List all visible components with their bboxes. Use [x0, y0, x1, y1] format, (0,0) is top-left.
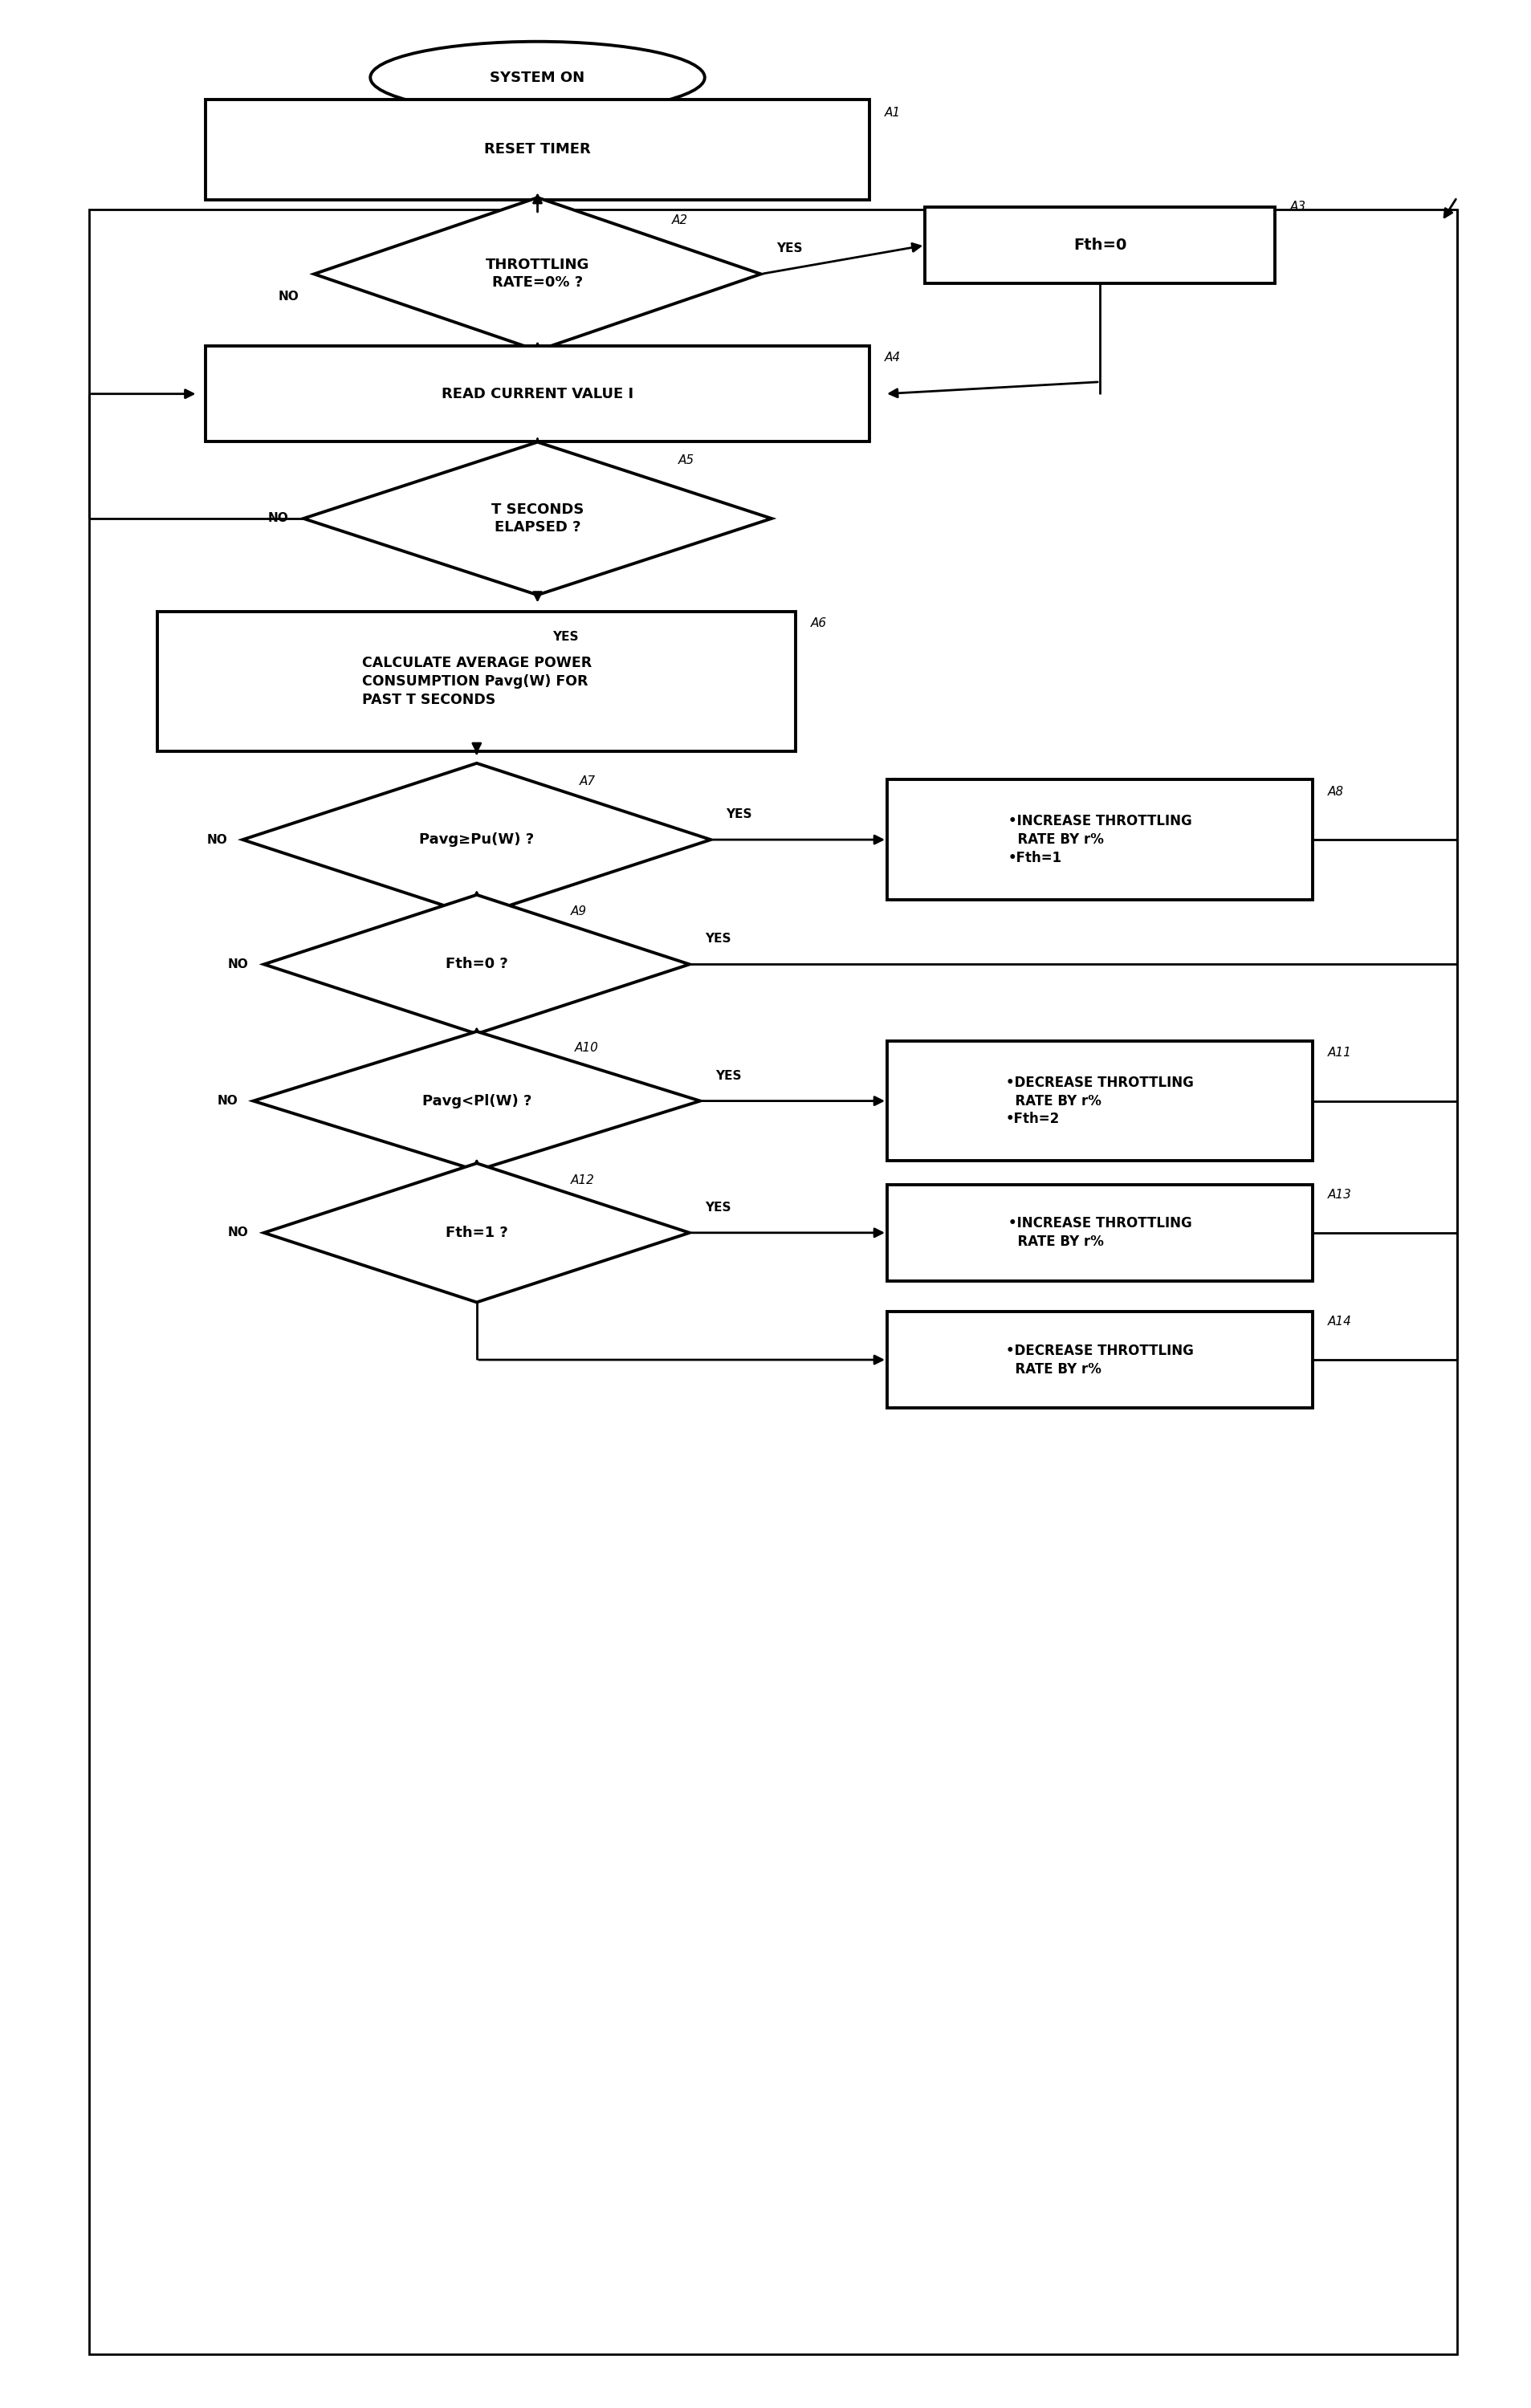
Text: A7: A7: [580, 775, 596, 787]
FancyBboxPatch shape: [886, 1312, 1312, 1409]
Text: READ CURRENT VALUE I: READ CURRENT VALUE I: [441, 388, 634, 402]
Text: YES: YES: [776, 243, 802, 255]
Text: A14: A14: [1327, 1315, 1352, 1327]
Text: Fth=1 ?: Fth=1 ?: [446, 1226, 508, 1240]
Text: NO: NO: [207, 833, 228, 845]
Text: Pavg≥Pu(W) ?: Pavg≥Pu(W) ?: [419, 833, 534, 848]
Polygon shape: [303, 443, 772, 595]
Text: T SECONDS
ELAPSED ?: T SECONDS ELAPSED ?: [491, 503, 583, 535]
Text: YES: YES: [726, 809, 752, 821]
Polygon shape: [263, 1163, 689, 1303]
FancyBboxPatch shape: [925, 207, 1275, 284]
Text: A4: A4: [885, 352, 900, 364]
Text: Pavg<Pl(W) ?: Pavg<Pl(W) ?: [423, 1093, 531, 1108]
Text: CALCULATE AVERAGE POWER
CONSUMPTION Pavg(W) FOR
PAST T SECONDS: CALCULATE AVERAGE POWER CONSUMPTION Pavg…: [361, 655, 591, 708]
Text: A1: A1: [885, 106, 900, 118]
Text: A11: A11: [1327, 1047, 1352, 1060]
FancyBboxPatch shape: [886, 1185, 1312, 1281]
Polygon shape: [263, 896, 689, 1033]
Text: YES: YES: [553, 631, 579, 643]
Text: NO: NO: [279, 291, 299, 303]
Text: A3: A3: [1289, 200, 1306, 212]
Text: SYSTEM ON: SYSTEM ON: [490, 70, 585, 84]
FancyBboxPatch shape: [205, 347, 870, 441]
Text: •INCREASE THROTTLING
  RATE BY r%
•Fth=1: •INCREASE THROTTLING RATE BY r% •Fth=1: [1007, 814, 1191, 864]
Text: A2: A2: [672, 214, 687, 226]
Text: YES: YES: [704, 1202, 730, 1214]
FancyBboxPatch shape: [886, 1040, 1312, 1161]
Text: A13: A13: [1327, 1190, 1352, 1202]
FancyBboxPatch shape: [886, 780, 1312, 901]
Text: NO: NO: [217, 1096, 239, 1108]
Text: YES: YES: [715, 1069, 741, 1081]
Text: NO: NO: [228, 958, 248, 970]
Text: A12: A12: [571, 1175, 594, 1187]
Text: A9: A9: [571, 905, 586, 917]
Ellipse shape: [371, 41, 704, 113]
Text: A6: A6: [811, 616, 827, 628]
Text: A10: A10: [576, 1043, 599, 1055]
Text: YES: YES: [704, 934, 730, 946]
Text: •DECREASE THROTTLING
  RATE BY r%: •DECREASE THROTTLING RATE BY r%: [1006, 1344, 1194, 1377]
Text: A8: A8: [1327, 785, 1344, 797]
FancyBboxPatch shape: [158, 612, 796, 751]
Polygon shape: [314, 197, 761, 352]
Text: •INCREASE THROTTLING
  RATE BY r%: •INCREASE THROTTLING RATE BY r%: [1007, 1216, 1191, 1250]
Text: Fth=0: Fth=0: [1073, 238, 1127, 253]
Polygon shape: [253, 1031, 700, 1170]
Text: RESET TIMER: RESET TIMER: [484, 142, 591, 157]
Text: Fth=0 ?: Fth=0 ?: [446, 956, 508, 970]
Text: •DECREASE THROTTLING
  RATE BY r%
•Fth=2: •DECREASE THROTTLING RATE BY r% •Fth=2: [1006, 1076, 1194, 1127]
Text: NO: NO: [228, 1226, 248, 1238]
Text: A5: A5: [678, 455, 694, 467]
Text: THROTTLING
RATE=0% ?: THROTTLING RATE=0% ?: [485, 258, 589, 289]
Polygon shape: [243, 763, 710, 915]
Text: NO: NO: [268, 513, 288, 525]
FancyBboxPatch shape: [205, 99, 870, 200]
